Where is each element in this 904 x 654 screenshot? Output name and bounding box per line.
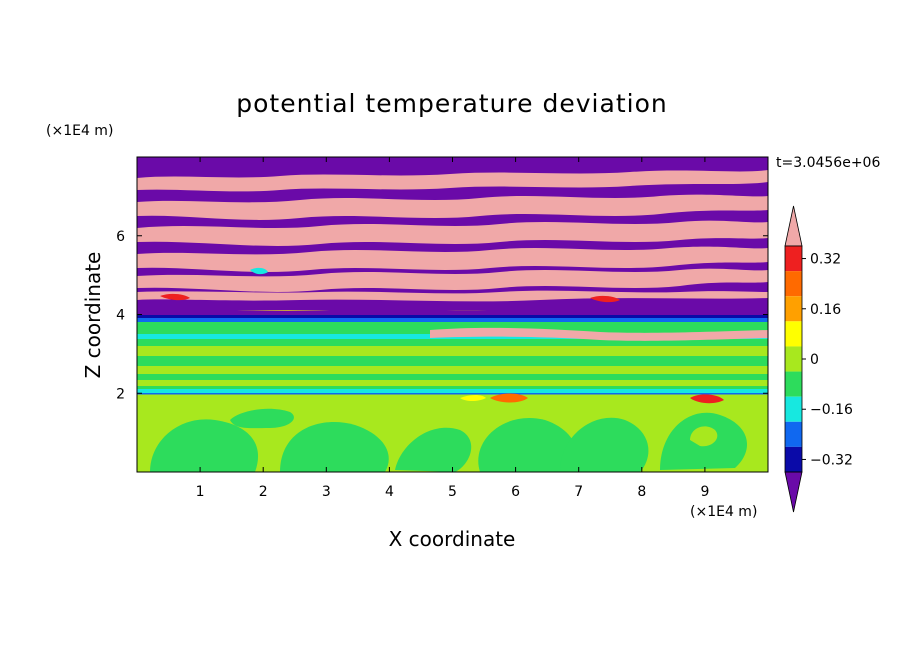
band-purple-1	[137, 310, 768, 318]
x-tick-label: 1	[196, 484, 205, 500]
colorbar-level	[785, 396, 802, 422]
colorbar-level	[785, 271, 802, 297]
colorbar-tick-label: 0.32	[810, 252, 841, 268]
mid-yellow-patch	[460, 395, 486, 401]
pink-stripe-4	[137, 246, 768, 272]
time-label: t=3.0456e+06	[776, 155, 880, 171]
lower-eddy-1	[150, 419, 259, 472]
y-tick-label: 4	[116, 308, 125, 324]
colorbar-tick-label: 0	[810, 352, 819, 368]
pink-stripe-2	[137, 194, 768, 220]
colorbar	[784, 205, 803, 513]
band-mid-lime-3	[137, 380, 768, 386]
y-unit-label: (×1E4 m)	[46, 123, 113, 139]
x-axis: 1 2 3 4 5 6 7 8 9	[196, 157, 709, 500]
pink-stripe-5	[137, 268, 768, 292]
colorbar-level	[785, 296, 802, 322]
colorbar-tick-label: 0.16	[810, 302, 841, 318]
x-tick-label: 5	[448, 484, 457, 500]
lower-eddy-4	[478, 418, 577, 472]
pink-stripe-3	[137, 220, 768, 246]
y-axis-title: Z coordinate	[81, 252, 105, 379]
band-blue-1	[137, 318, 768, 322]
x-tick-label: 9	[700, 484, 709, 500]
colorbar-level	[785, 246, 802, 272]
pink-stripe-1	[137, 170, 768, 192]
mid-warm-patch-1	[490, 393, 528, 403]
y-axis: 2 4 6	[116, 229, 768, 402]
band-mid-lime-2	[137, 366, 768, 374]
colorbar-level	[785, 446, 802, 472]
colorbar-level	[785, 371, 802, 397]
pink-stripe-6	[137, 290, 768, 302]
colorbar-tick-label: −0.16	[810, 402, 853, 418]
band-blue-line	[137, 393, 768, 395]
lower-eddy-7	[690, 426, 718, 447]
cyan-accent	[250, 267, 268, 275]
band-navy	[137, 315, 768, 319]
red-accent-2	[590, 295, 620, 303]
band-mid-lime-1	[137, 346, 768, 356]
y-tick-label: 6	[116, 229, 125, 245]
lower-eddy-2	[280, 422, 389, 472]
colorbar-level	[785, 321, 802, 347]
colorbar-level	[785, 346, 802, 372]
colorbar-top-arrow	[784, 205, 803, 247]
colorbar-labels: 0.32 0.16 0 −0.16 −0.32	[802, 252, 853, 468]
x-tick-label: 8	[637, 484, 646, 500]
x-tick-label: 4	[385, 484, 394, 500]
lower-eddy-5	[560, 417, 649, 472]
colorbar-level	[785, 421, 802, 447]
x-tick-label: 3	[322, 484, 331, 500]
x-axis-title: X coordinate	[389, 527, 516, 551]
chart-title: potential temperature deviation	[236, 89, 667, 118]
upper-field	[137, 157, 768, 310]
red-accent-1	[160, 293, 190, 301]
y-tick-label: 2	[116, 386, 125, 402]
lower-field	[137, 392, 768, 472]
colorbar-tick-label: −0.32	[810, 452, 853, 468]
x-tick-label: 7	[574, 484, 583, 500]
plot-area	[137, 157, 768, 472]
colorbar-bottom-arrow	[784, 471, 803, 513]
band-cyan-2	[137, 389, 768, 394]
lower-eddy-3	[395, 427, 472, 472]
x-tick-label: 6	[511, 484, 520, 500]
mid-warm-patch-2	[690, 394, 724, 404]
x-tick-label: 2	[259, 484, 268, 500]
lower-blob-8	[230, 408, 294, 429]
x-unit-label: (×1E4 m)	[690, 504, 757, 520]
transition-pink-band	[430, 327, 768, 341]
